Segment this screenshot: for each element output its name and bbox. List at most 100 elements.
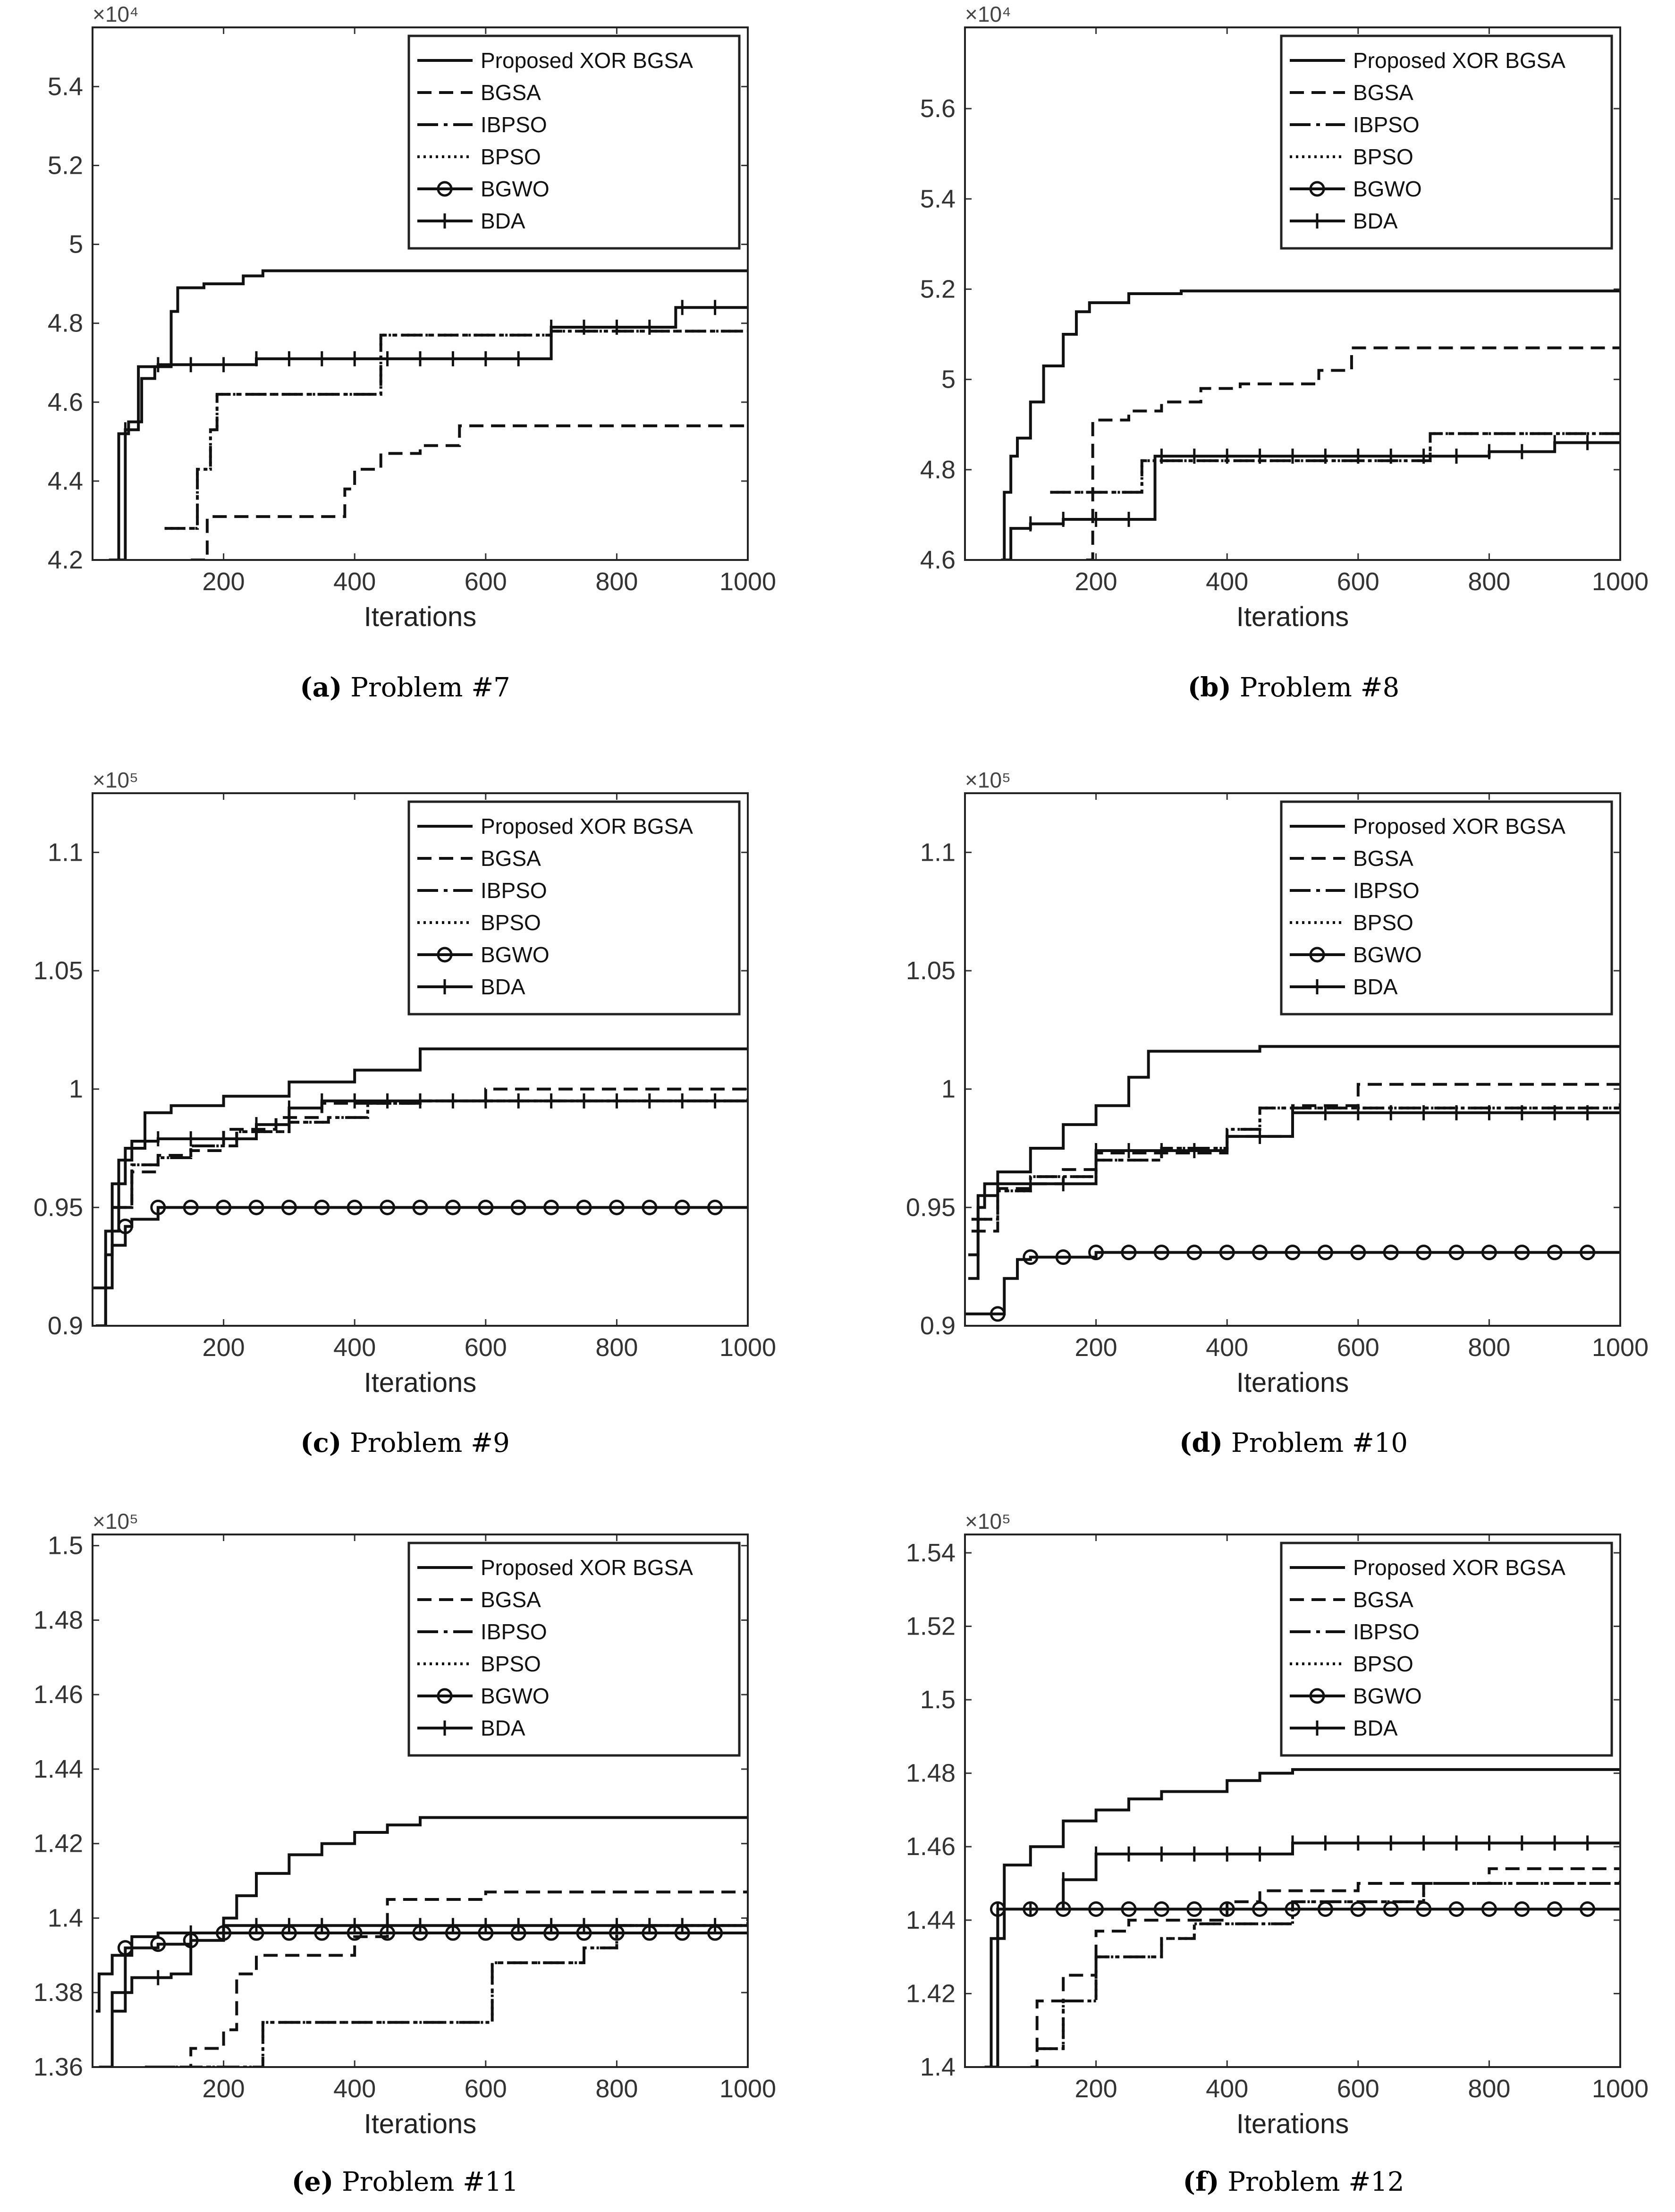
legend-marker-circle — [1309, 947, 1325, 963]
legend-box — [1280, 1542, 1613, 1757]
legend-box — [407, 1542, 741, 1757]
caption-text: Problem #12 — [1219, 2167, 1404, 2197]
caption-text: Problem #11 — [333, 2167, 518, 2197]
x-axis-label: Iterations — [364, 602, 477, 632]
bgwo-marker — [1547, 1245, 1563, 1261]
y-tick-label: 1 — [69, 1075, 83, 1103]
bgwo-marker — [1514, 1901, 1530, 1917]
bgwo-marker — [1023, 1249, 1039, 1265]
legend-label: BGSA — [1353, 1587, 1413, 1612]
legend-label: BPSO — [1353, 144, 1413, 169]
bgwo-marker — [1153, 1245, 1169, 1261]
bgwo-marker — [1350, 1901, 1366, 1917]
caption-letter: (c) — [300, 1427, 341, 1458]
series-line-ibpso — [164, 330, 748, 530]
x-tick-label: 400 — [1206, 2075, 1248, 2103]
bgwo-marker — [510, 1199, 526, 1215]
caption-letter: (a) — [300, 672, 342, 703]
y-tick-label: 4.8 — [48, 309, 83, 338]
legend-box — [1280, 800, 1613, 1016]
legend-label: Proposed XOR BGSA — [481, 814, 693, 839]
bgwo-marker — [1580, 1901, 1596, 1917]
series-group — [965, 1045, 1620, 1322]
series-line-ibpso — [971, 1103, 1620, 1221]
caption-text: Problem #8 — [1231, 672, 1399, 703]
bgwo-marker — [1252, 1245, 1268, 1261]
bgwo-marker — [150, 1936, 166, 1952]
y-tick-label: 0.95 — [34, 1193, 83, 1221]
legend-label: Proposed XOR BGSA — [481, 1555, 693, 1580]
x-tick-label: 1000 — [719, 568, 776, 596]
axis-exponent: ×10⁵ — [965, 768, 1011, 792]
y-tick-label: 4.2 — [48, 546, 83, 574]
bgwo-marker — [183, 1199, 199, 1215]
bgwo-marker — [1219, 1901, 1235, 1917]
bgwo-marker — [248, 1199, 264, 1215]
bgwo-marker — [609, 1199, 625, 1215]
series-group — [1001, 289, 1620, 560]
y-tick-label: 1.42 — [906, 1979, 956, 2008]
y-tick-label: 5.6 — [920, 94, 956, 123]
bgwo-marker — [314, 1199, 330, 1215]
axis-exponent: ×10⁵ — [965, 1509, 1011, 1534]
y-tick-label: 5.2 — [48, 151, 83, 179]
bgwo-marker — [1285, 1245, 1301, 1261]
y-tick-label: 1.54 — [906, 1539, 956, 1567]
series-line-bpso — [1050, 432, 1620, 494]
bgwo-marker — [1121, 1245, 1137, 1261]
bgwo-marker — [478, 1199, 494, 1215]
legend-label: BPSO — [481, 1652, 541, 1676]
legend-label: IBPSO — [1353, 112, 1420, 137]
x-tick-label: 600 — [1337, 1333, 1379, 1362]
series-line-bgwo — [965, 1251, 1620, 1315]
legend-label: BGWO — [1353, 177, 1422, 201]
x-tick-label: 800 — [1468, 568, 1510, 596]
legend-label: BGWO — [481, 942, 550, 967]
legend-label: Proposed XOR BGSA — [1353, 1555, 1565, 1580]
bgwo-marker — [1481, 1245, 1497, 1261]
series-line-proposed-xor-bgsa — [109, 269, 748, 560]
bgwo-marker — [216, 1199, 232, 1215]
legend-marker-circle — [437, 947, 453, 963]
legend-label: BDA — [481, 1716, 525, 1740]
legend-label: BGSA — [1353, 846, 1413, 871]
bgwo-marker — [543, 1199, 559, 1215]
chart-panel-1: 200 400 600 800 1000 4.2 4.4 4.6 4.8 5 5.2 5.4 ×10⁴ I… — [48, 2, 776, 703]
bgwo-marker — [576, 1199, 592, 1215]
x-tick-label: 200 — [203, 1333, 245, 1362]
bgwo-marker — [1350, 1245, 1366, 1261]
bgwo-marker — [1383, 1901, 1399, 1917]
bgwo-marker — [1481, 1901, 1497, 1917]
chart-panel-5: 200 400 600 800 1000 1.36 1.38 1.4 1.42 1.44 1.46 1… — [34, 1509, 776, 2197]
x-tick-label: 200 — [1075, 1333, 1117, 1362]
legend-label: Proposed XOR BGSA — [481, 48, 693, 73]
series-line-proposed-xor-bgsa — [95, 1047, 748, 1326]
y-tick-label: 5.4 — [48, 72, 83, 101]
legend-label: IBPSO — [1353, 1619, 1420, 1644]
y-tick-label: 5 — [69, 230, 83, 259]
x-tick-label: 200 — [1075, 568, 1117, 596]
y-tick-label: 1.52 — [906, 1612, 956, 1640]
y-tick-label: 1.46 — [34, 1680, 83, 1709]
series-group — [984, 1768, 1620, 2067]
y-tick-label: 1.42 — [34, 1830, 83, 1858]
y-tick-label: 4.6 — [920, 546, 956, 574]
caption-letter: (f) — [1183, 2166, 1219, 2197]
y-tick-label: 1.38 — [34, 1978, 83, 2007]
axis-exponent: ×10⁵ — [93, 1509, 138, 1534]
bgwo-marker — [412, 1199, 428, 1215]
x-tick-label: 800 — [595, 568, 638, 596]
bgwo-marker — [117, 1940, 133, 1956]
x-tick-label: 200 — [203, 568, 245, 596]
bgwo-marker — [1383, 1245, 1399, 1261]
bgwo-marker — [1416, 1245, 1432, 1261]
y-tick-label: 1.05 — [34, 957, 83, 985]
legend-box — [1280, 34, 1613, 250]
bgwo-marker — [1547, 1901, 1563, 1917]
y-tick-label: 1.4 — [920, 2053, 956, 2081]
bgwo-marker — [1121, 1901, 1137, 1917]
chart-panel-4: 200 400 600 800 1000 0.9 0.95 1 1.05 1.1 ×10⁵ Itera… — [906, 768, 1649, 1458]
y-tick-label: 1.46 — [906, 1832, 956, 1861]
bgwo-marker — [1088, 1901, 1104, 1917]
bgwo-marker — [445, 1199, 461, 1215]
